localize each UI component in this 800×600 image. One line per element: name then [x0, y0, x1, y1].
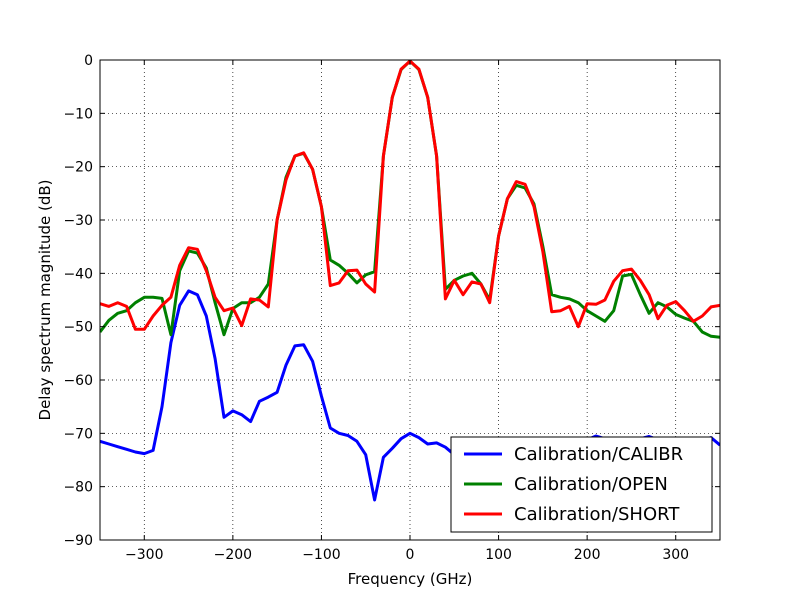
- y-tick-label: −20: [63, 160, 93, 176]
- axis-ticks: −300 −200 −100 0 100 200 300 0 −10 −20 −30 −40 −50 −6…: [63, 53, 720, 563]
- y-tick-label: −60: [63, 373, 93, 389]
- y-tick-label: −70: [63, 426, 93, 442]
- legend-label: Calibration/SHORT: [514, 504, 680, 525]
- x-tick-label: 300: [662, 547, 689, 563]
- x-tick-label: −100: [302, 547, 340, 563]
- x-tick-label: 0: [406, 547, 415, 563]
- x-tick-label: 200: [574, 547, 601, 563]
- y-tick-label: −50: [63, 320, 93, 336]
- y-axis-title: Delay spectrum magnitude (dB): [36, 180, 54, 421]
- y-tick-label: 0: [84, 53, 93, 69]
- legend-label: Calibration/OPEN: [514, 474, 668, 495]
- legend-label: Calibration/CALIBR: [514, 444, 683, 465]
- legend: Calibration/CALIBR Calibration/OPEN Calibr…: [450, 436, 713, 533]
- y-tick-label: −30: [63, 213, 93, 229]
- x-axis-title: Frequency (GHz): [348, 570, 473, 588]
- x-tick-label: −200: [214, 547, 252, 563]
- x-tick-label: −300: [125, 547, 163, 563]
- y-tick-label: −10: [63, 106, 93, 122]
- y-tick-label: −40: [63, 266, 93, 282]
- y-tick-label: −80: [63, 480, 93, 496]
- x-tick-label: 100: [485, 547, 512, 563]
- y-tick-label: −90: [63, 533, 93, 549]
